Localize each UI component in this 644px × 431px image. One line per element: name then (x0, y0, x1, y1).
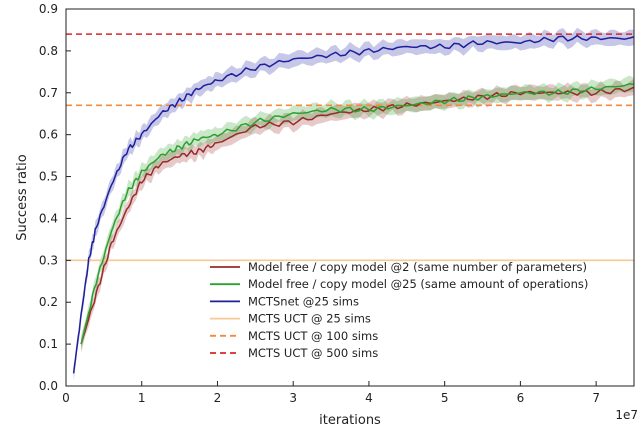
y-tick-label: 0.1 (39, 337, 58, 351)
x-tick-label: 4 (365, 391, 373, 405)
confidence-band (73, 27, 635, 380)
confidence-band (81, 78, 635, 353)
x-tick-label: 3 (289, 391, 297, 405)
reference-lines (66, 33, 634, 262)
x-tick-label: 2 (214, 391, 222, 405)
series-line (80, 86, 635, 345)
series-lines (72, 34, 635, 374)
y-tick-label: 0.4 (39, 211, 58, 225)
legend-label: MCTS UCT @ 500 sims (248, 346, 378, 360)
confidence-bands (73, 27, 635, 380)
y-tick-label: 0.2 (39, 295, 58, 309)
y-tick-label: 0.6 (39, 128, 58, 142)
x-axis-label: iterations (319, 413, 381, 428)
legend-label: Model free / copy model @2 (same number … (248, 260, 587, 274)
x-axis: 0 1 2 3 4 5 6 7 (62, 381, 600, 405)
legend-label: MCTS UCT @ 100 sims (248, 329, 378, 343)
series-line (72, 34, 635, 374)
x-tick-label: 6 (517, 391, 525, 405)
y-tick-label: 0.5 (39, 170, 58, 184)
legend-label: Model free / copy model @25 (same amount… (248, 277, 588, 291)
y-tick-label: 0.9 (39, 2, 58, 16)
series-line (80, 83, 635, 345)
y-tick-label: 0.8 (39, 44, 58, 58)
x-tick-label: 0 (62, 391, 70, 405)
x-tick-label: 7 (592, 391, 600, 405)
x-tick-label: 1 (138, 391, 146, 405)
plot-frame (65, 8, 635, 387)
y-axis-label: Success ratio (15, 154, 30, 240)
y-axis: 0.0 0.1 0.2 0.3 0.4 0.5 0.6 0.7 0.8 0.9 (39, 2, 71, 393)
legend-label: MCTSnet @25 sims (248, 294, 359, 308)
y-tick-label: 0.3 (39, 253, 58, 267)
x-tick-label: 5 (441, 391, 449, 405)
y-tick-label: 0.7 (39, 86, 58, 100)
x-axis-multiplier: 1e7 (615, 408, 638, 422)
legend: Model free / copy model @2 (same number … (210, 260, 588, 360)
y-tick-label: 0.0 (39, 379, 58, 393)
legend-label: MCTS UCT @ 25 sims (248, 312, 371, 326)
